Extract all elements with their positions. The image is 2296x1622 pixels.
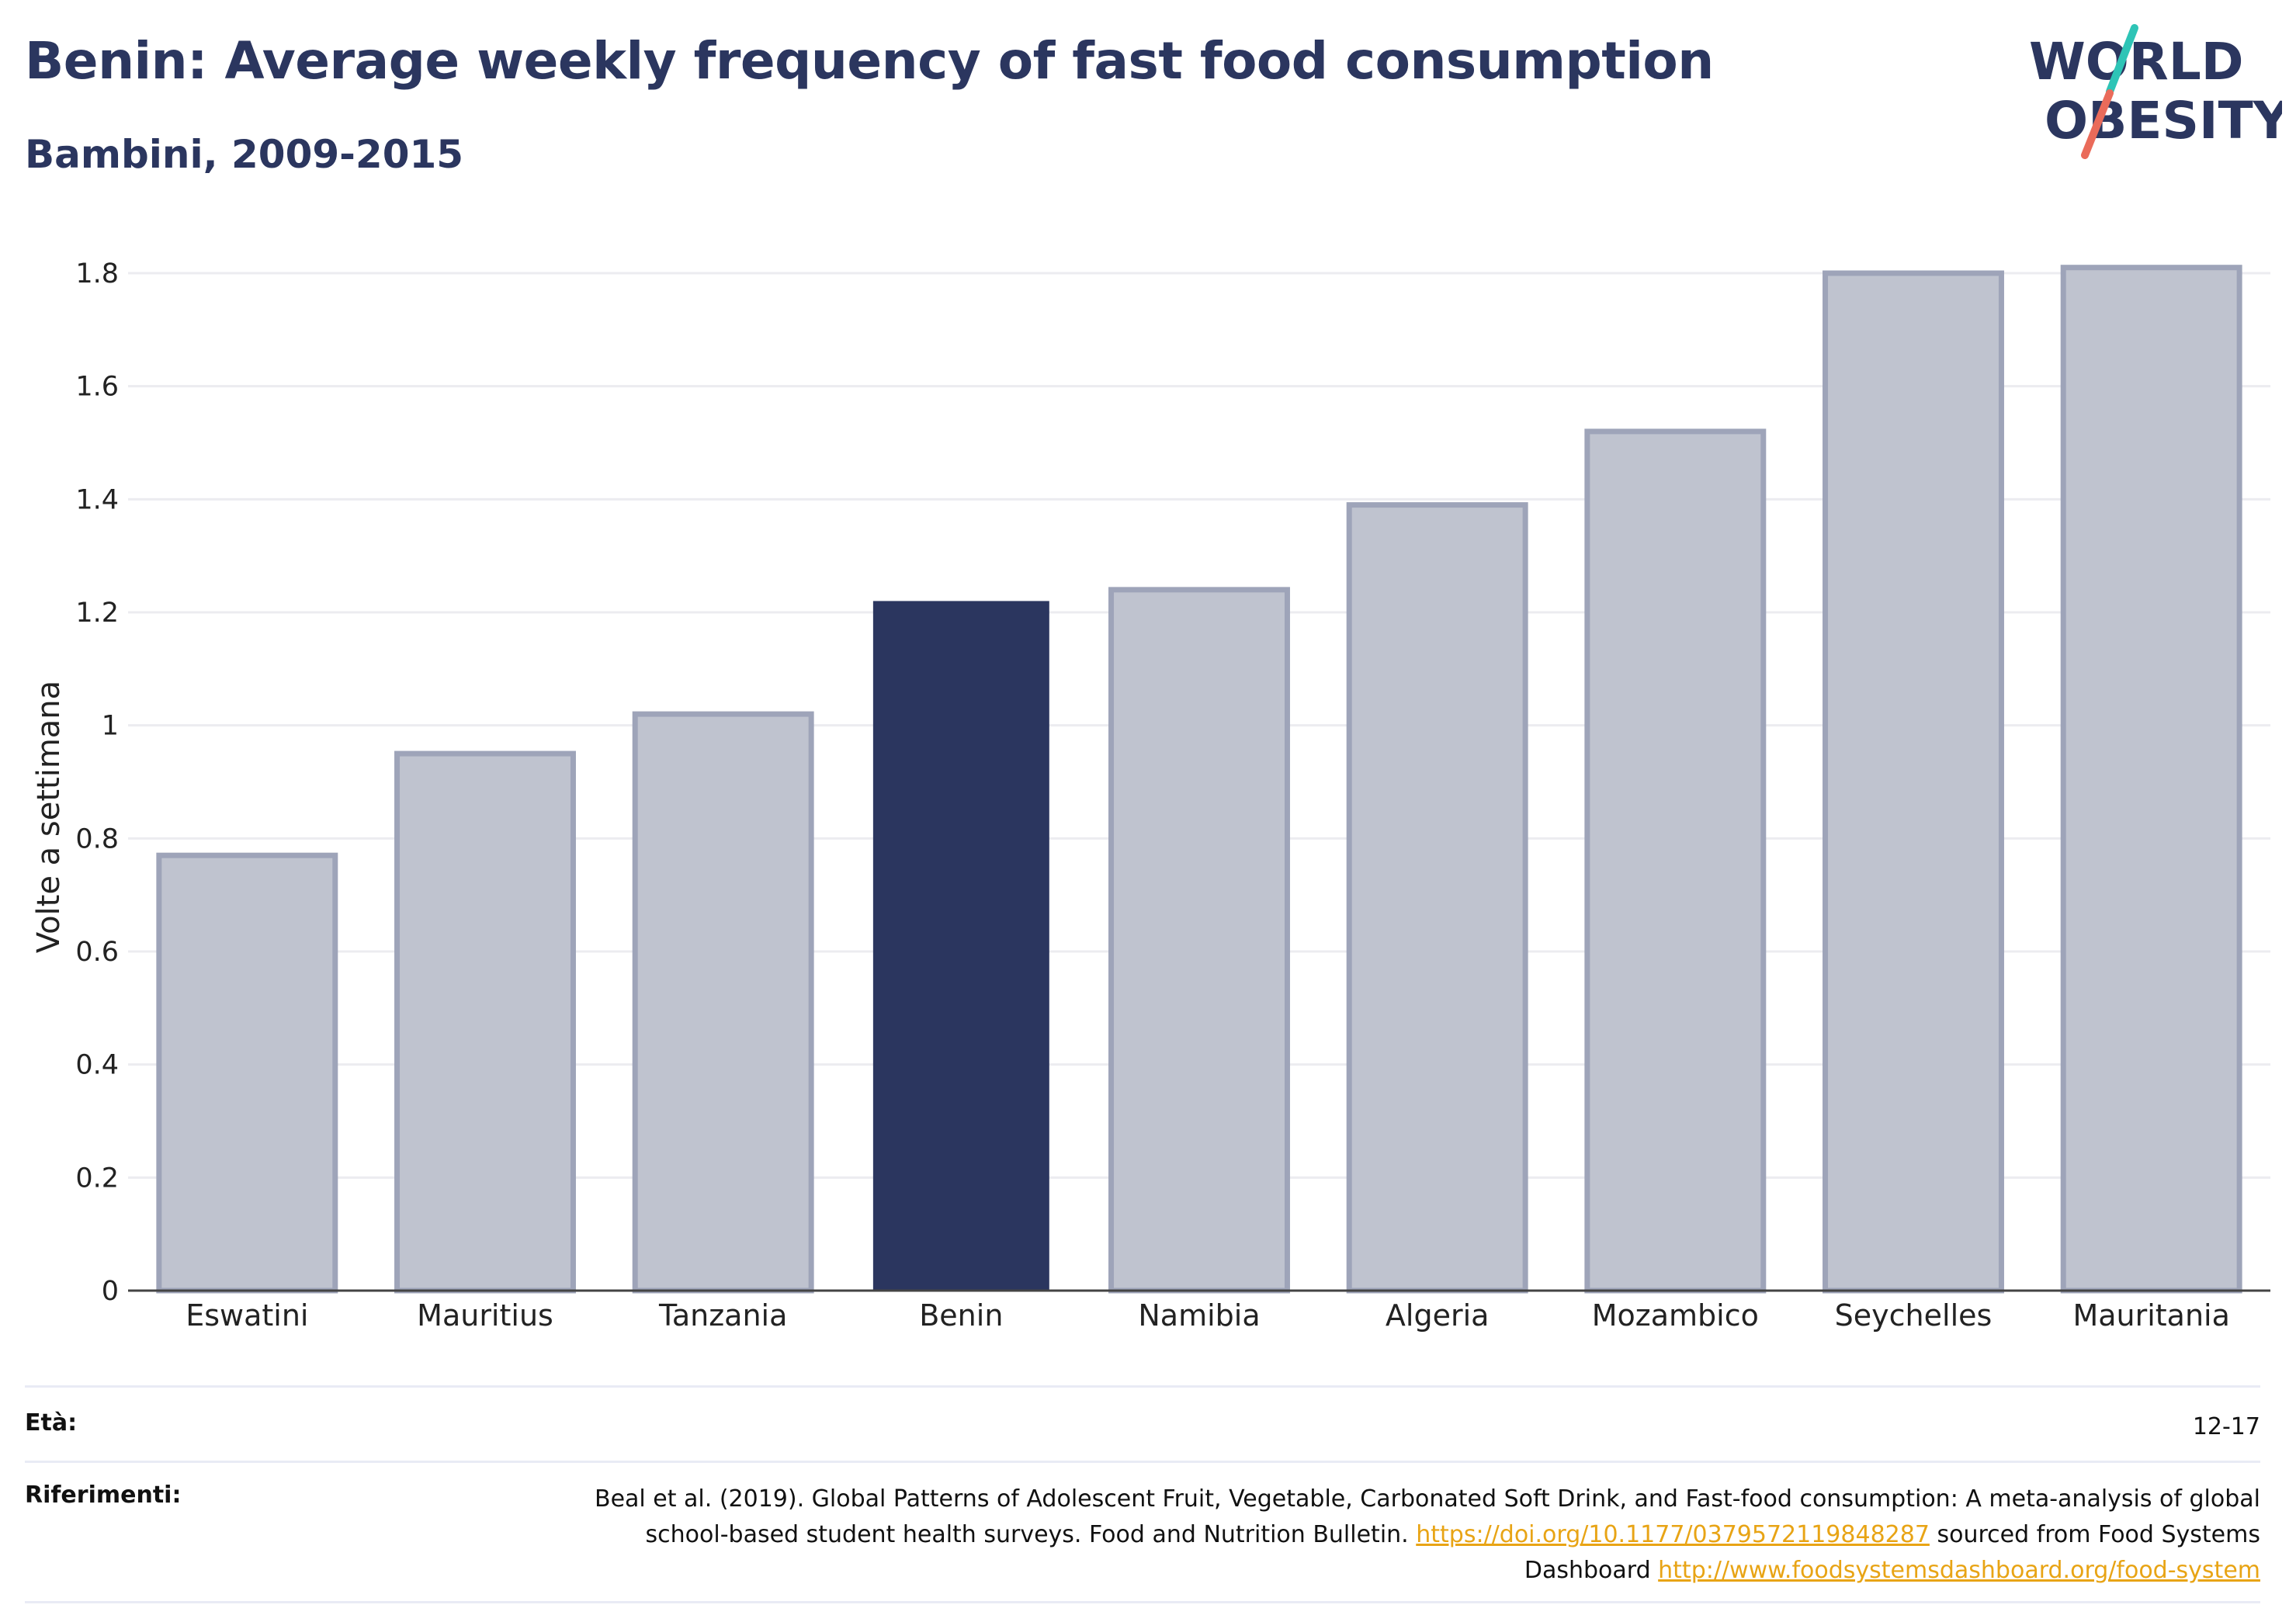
svg-text:WORLD: WORLD [2029, 32, 2244, 92]
x-category-label: Tanzania [658, 1298, 787, 1333]
bar-algeria[interactable] [1346, 502, 1528, 1294]
bar-eswatini[interactable] [156, 852, 338, 1294]
x-category-label: Mozambico [1592, 1298, 1759, 1333]
y-tick-label: 0.8 [75, 823, 119, 854]
svg-text:OBESITY: OBESITY [2045, 91, 2282, 151]
y-tick-label: 1.4 [75, 484, 119, 515]
age-row: Età: 12-17 [25, 1385, 2260, 1461]
bar-chart: 0 0.2 0.4 0.6 0.8 1 1.2 1.4 1.6 1.8 Eswatini Mauri… [31, 258, 2270, 1333]
bar-mozambico[interactable] [1584, 428, 1767, 1294]
age-value: 12-17 [2192, 1413, 2260, 1440]
y-tick-label: 0 [102, 1276, 119, 1307]
chart-footer: Età: 12-17 Riferimenti: Beal et al. (201… [25, 1385, 2260, 1603]
x-category-label: Mauritania [2072, 1298, 2229, 1333]
x-category-label: Benin [919, 1298, 1003, 1333]
x-category-label: Namibia [1138, 1298, 1260, 1333]
x-category-label: Algeria [1386, 1298, 1490, 1333]
dashboard-link[interactable]: http://www.foodsystemsdashboard.org/food… [1658, 1557, 2260, 1584]
doi-link[interactable]: https://doi.org/10.1177/0379572119848287 [1416, 1521, 1930, 1548]
y-tick-label: 1.2 [75, 598, 119, 629]
bars [156, 265, 2242, 1294]
bar-seychelles[interactable] [1823, 270, 2004, 1294]
reference-source: sourced from Food Systems Dashboard [1524, 1521, 2260, 1584]
chart-title: Benin: Average weekly frequency of fast … [25, 31, 1714, 91]
x-category-label: Mauritius [417, 1298, 553, 1333]
x-category-labels: Eswatini Mauritius Tanzania Benin Namibia Alg… [186, 1298, 2230, 1333]
y-tick-label: 0.4 [75, 1050, 119, 1081]
references-text: Beal et al. (2019). Global Patterns of A… [591, 1482, 2260, 1589]
bar-namibia[interactable] [1108, 587, 1290, 1294]
chart-subtitle: Bambini, 2009-2015 [25, 132, 464, 177]
references-row: Riferimenti: Beal et al. (2019). Global … [25, 1461, 2260, 1603]
y-tick-label: 1.8 [75, 258, 119, 289]
bar-tanzania[interactable] [632, 711, 814, 1294]
world-obesity-logo: WORLD OBESITY [2029, 24, 2282, 159]
y-tick-label: 1.6 [75, 372, 119, 403]
x-category-label: Seychelles [1835, 1298, 1993, 1333]
x-category-label: Eswatini [186, 1298, 308, 1333]
bar-benin[interactable] [872, 601, 1049, 1291]
bar-mauritania[interactable] [2060, 265, 2242, 1294]
age-label: Età: [25, 1409, 78, 1437]
y-tick-label: 0.2 [75, 1163, 119, 1194]
y-tick-label: 1 [102, 711, 119, 742]
y-axis-title: Volte a settimana [31, 681, 67, 953]
reference-citation: Beal et al. (2019). Global Patterns of A… [594, 1485, 2260, 1548]
references-label: Riferimenti: [25, 1482, 182, 1509]
bar-mauritius[interactable] [394, 750, 576, 1294]
y-tick-label: 0.6 [75, 937, 119, 968]
y-tick-labels: 0 0.2 0.4 0.6 0.8 1 1.2 1.4 1.6 1.8 [75, 258, 119, 1307]
